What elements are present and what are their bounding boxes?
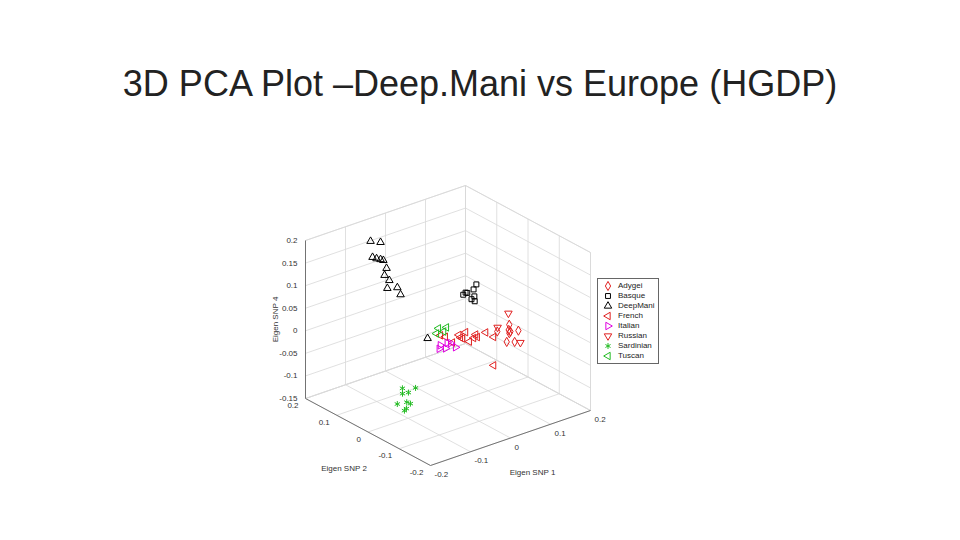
html-text:Adygei: Adygei — [618, 281, 643, 290]
html-text:Russian: Russian — [618, 331, 647, 340]
html-text:Basque: Basque — [618, 291, 646, 300]
svg-text:0.1: 0.1 — [286, 281, 298, 290]
svg-text:-0.05: -0.05 — [279, 349, 298, 358]
svg-text:0.15: 0.15 — [282, 259, 298, 268]
svg-text:Eigen SNP 1: Eigen SNP 1 — [510, 468, 556, 477]
svg-text:0.1: 0.1 — [555, 429, 567, 438]
html-text:Tuscan: Tuscan — [618, 351, 644, 360]
svg-text:0.2: 0.2 — [595, 415, 607, 424]
svg-text:-0.15: -0.15 — [279, 394, 298, 403]
svg-text:0.1: 0.1 — [319, 418, 331, 427]
html-text:Italian: Italian — [618, 321, 640, 330]
svg-text:-0.1: -0.1 — [284, 371, 298, 380]
svg-text:0: 0 — [293, 326, 298, 335]
svg-text:0.2: 0.2 — [286, 236, 298, 245]
html-text:3D PCA Plot –Deep.Mani vs Euro: 3D PCA Plot –Deep.Mani vs Europe (HGDP) — [122, 63, 838, 104]
svg-text:Eigen SNP 2: Eigen SNP 2 — [321, 464, 367, 473]
svg-text:0.2: 0.2 — [287, 401, 299, 411]
html-text:DeepMani: DeepMani — [618, 301, 655, 310]
html-text:Sardinian: Sardinian — [618, 341, 652, 350]
svg-text:0: 0 — [515, 443, 520, 452]
svg-text:-0.2: -0.2 — [435, 470, 449, 479]
svg-text:Eigen SNP 4: Eigen SNP 4 — [271, 296, 280, 342]
svg-text:0.05: 0.05 — [282, 304, 298, 313]
svg-text:-0.1: -0.1 — [475, 456, 489, 465]
svg-text:-0.1: -0.1 — [378, 451, 392, 460]
svg-text:0: 0 — [357, 435, 362, 444]
html-text:French: French — [618, 311, 643, 320]
svg-text:-0.2: -0.2 — [410, 468, 424, 477]
